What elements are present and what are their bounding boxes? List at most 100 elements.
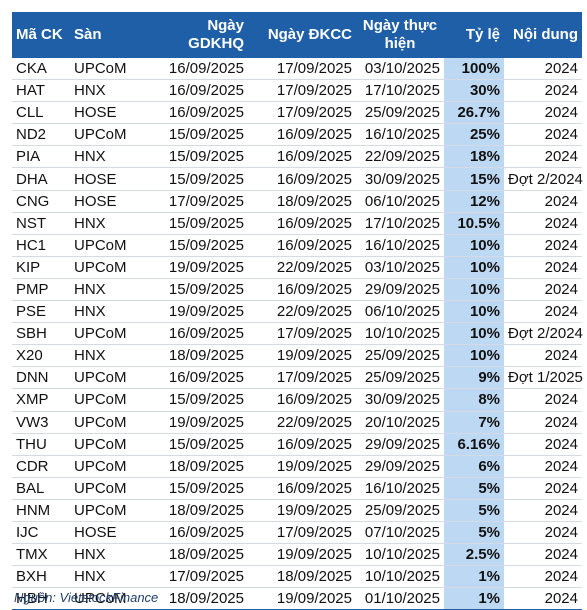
cell-payment-date: 30/09/2025 — [356, 167, 444, 191]
cell-record-date: 19/09/2025 — [248, 455, 356, 478]
cell-record-date: 22/09/2025 — [248, 300, 356, 324]
source-note: Nguồn: VietstockFinance — [14, 590, 159, 605]
cell-ex-date: 18/09/2025 — [148, 543, 248, 567]
table-row: HAT HNX 16/09/2025 17/09/2025 17/10/2025 30% 2… — [12, 79, 582, 103]
cell-ratio: 26.7% — [444, 101, 504, 125]
table-row: DNN UPCoM 16/09/2025 17/09/2025 25/09/2025 9%… — [12, 366, 583, 390]
cell-content: 2024 — [504, 587, 582, 610]
table-row: CKA UPCoM 16/09/2025 17/09/2025 03/10/2025 10… — [12, 58, 582, 81]
cell-content: 2024 — [504, 344, 582, 368]
cell-record-date: 19/09/2025 — [248, 499, 356, 522]
cell-code: PSE — [12, 300, 70, 324]
cell-ratio: 1% — [444, 565, 504, 589]
table-row: BAL UPCoM 15/09/2025 16/09/2025 16/10/2025 5%… — [12, 477, 582, 500]
cell-code: NST — [12, 212, 70, 235]
cell-content: 2024 — [504, 101, 582, 125]
cell-payment-date: 17/10/2025 — [356, 79, 444, 103]
cell-code: PMP — [12, 278, 70, 302]
cell-record-date: 17/09/2025 — [248, 58, 356, 81]
cell-content: 2024 — [504, 300, 582, 324]
table-header: Mã CK Sàn Ngày GDKHQ Ngày ĐKCC Ngày thực… — [12, 12, 582, 58]
cell-record-date: 17/09/2025 — [248, 366, 356, 390]
cell-record-date: 17/09/2025 — [248, 322, 356, 346]
cell-payment-date: 06/10/2025 — [356, 190, 444, 213]
cell-code: CLL — [12, 101, 70, 125]
cell-exchange: UPCoM — [70, 366, 148, 390]
cell-code: HNM — [12, 499, 70, 522]
cell-exchange: UPCoM — [70, 322, 148, 346]
cell-ex-date: 16/09/2025 — [148, 79, 248, 103]
header-payment-date: Ngày thực hiện — [356, 12, 444, 58]
cell-ratio: 5% — [444, 477, 504, 500]
table-row: HBH UPCoM 18/09/2025 19/09/2025 01/10/2025 1%… — [12, 587, 582, 610]
cell-content: 2024 — [504, 455, 582, 478]
cell-ratio: 9% — [444, 366, 504, 390]
cell-payment-date: 03/10/2025 — [356, 58, 444, 81]
cell-payment-date: 10/10/2025 — [356, 322, 444, 346]
table-row: THU UPCoM 15/09/2025 16/09/2025 29/09/2025 6.… — [12, 433, 582, 456]
table-row: BXH HNX 17/09/2025 18/09/2025 10/10/2025 1% 20… — [12, 565, 582, 589]
cell-code: CKA — [12, 58, 70, 81]
cell-code: DNN — [12, 366, 70, 390]
cell-ex-date: 18/09/2025 — [148, 587, 248, 610]
cell-record-date: 16/09/2025 — [248, 234, 356, 257]
cell-payment-date: 25/09/2025 — [356, 366, 444, 390]
table-row: KIP UPCoM 19/09/2025 22/09/2025 03/10/2025 10… — [12, 256, 582, 279]
cell-content: 2024 — [504, 256, 582, 279]
cell-ratio: 10% — [444, 234, 504, 257]
cell-content: 2024 — [504, 123, 582, 147]
cell-ratio: 10% — [444, 256, 504, 279]
table-row: CDR UPCoM 18/09/2025 19/09/2025 29/09/2025 6%… — [12, 455, 582, 478]
cell-ratio: 25% — [444, 123, 504, 147]
cell-code: HC1 — [12, 234, 70, 257]
cell-code: CDR — [12, 455, 70, 478]
cell-payment-date: 07/10/2025 — [356, 521, 444, 545]
cell-content: 2024 — [504, 190, 582, 213]
cell-payment-date: 17/10/2025 — [356, 212, 444, 235]
cell-record-date: 22/09/2025 — [248, 411, 356, 434]
cell-record-date: 17/09/2025 — [248, 101, 356, 125]
cell-ex-date: 15/09/2025 — [148, 477, 248, 500]
cell-exchange: HNX — [70, 212, 148, 235]
cell-content: Đợt 2/2024 — [504, 322, 583, 346]
cell-content: 2024 — [504, 58, 582, 81]
cell-ex-date: 15/09/2025 — [148, 212, 248, 235]
table-row: HNM UPCoM 18/09/2025 19/09/2025 25/09/2025 5%… — [12, 499, 582, 522]
cell-ratio: 1% — [444, 587, 504, 610]
cell-ex-date: 17/09/2025 — [148, 190, 248, 213]
cell-exchange: HNX — [70, 79, 148, 103]
cell-ex-date: 18/09/2025 — [148, 344, 248, 368]
header-code: Mã CK — [12, 12, 70, 58]
cell-code: X20 — [12, 344, 70, 368]
cell-exchange: HNX — [70, 565, 148, 589]
cell-code: KIP — [12, 256, 70, 279]
cell-content: 2024 — [504, 234, 582, 257]
table-row: IJC HOSE 16/09/2025 17/09/2025 07/10/2025 5% 2… — [12, 521, 582, 545]
cell-code: THU — [12, 433, 70, 456]
cell-code: ND2 — [12, 123, 70, 147]
cell-content: Đợt 1/2025 — [504, 366, 583, 390]
cell-code: CNG — [12, 190, 70, 213]
table-row: PSE HNX 19/09/2025 22/09/2025 06/10/2025 10% 2… — [12, 300, 582, 324]
cell-exchange: UPCoM — [70, 256, 148, 279]
cell-ex-date: 19/09/2025 — [148, 256, 248, 279]
cell-ratio: 10% — [444, 300, 504, 324]
cell-payment-date: 16/10/2025 — [356, 234, 444, 257]
cell-ex-date: 16/09/2025 — [148, 521, 248, 545]
cell-code: IJC — [12, 521, 70, 545]
cell-ratio: 30% — [444, 79, 504, 103]
cell-ratio: 18% — [444, 145, 504, 169]
cell-exchange: UPCoM — [70, 477, 148, 500]
cell-ex-date: 16/09/2025 — [148, 58, 248, 81]
cell-ex-date: 15/09/2025 — [148, 234, 248, 257]
cell-ratio: 2.5% — [444, 543, 504, 567]
cell-ex-date: 16/09/2025 — [148, 366, 248, 390]
cell-exchange: UPCoM — [70, 388, 148, 412]
cell-content: 2024 — [504, 433, 582, 456]
cell-ex-date: 19/09/2025 — [148, 300, 248, 324]
cell-payment-date: 25/09/2025 — [356, 499, 444, 522]
cell-record-date: 16/09/2025 — [248, 278, 356, 302]
cell-ex-date: 18/09/2025 — [148, 455, 248, 478]
table-row: PMP HNX 15/09/2025 16/09/2025 29/09/2025 10% 2… — [12, 278, 582, 302]
cell-ex-date: 15/09/2025 — [148, 145, 248, 169]
